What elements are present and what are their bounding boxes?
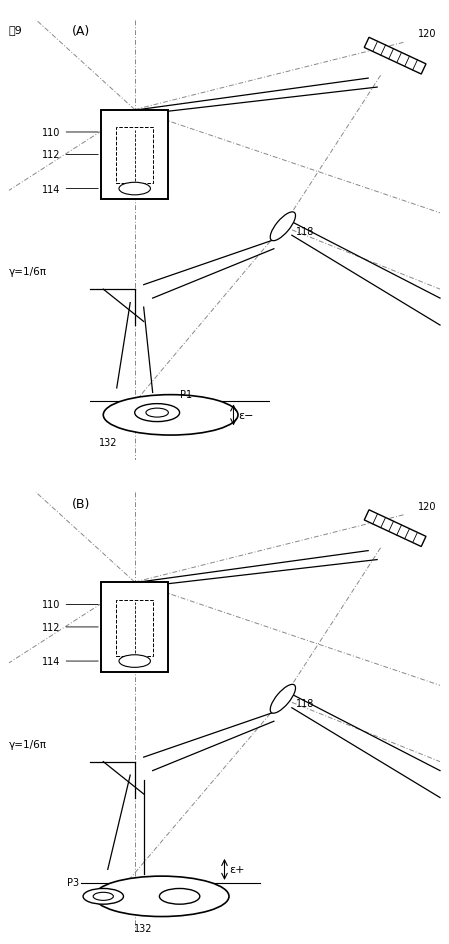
Text: (A): (A) — [72, 25, 90, 38]
Text: P3: P3 — [67, 877, 79, 887]
Text: ε−: ε− — [238, 411, 254, 420]
Text: 112: 112 — [42, 150, 98, 160]
Ellipse shape — [159, 888, 200, 904]
Text: γ=1/6π: γ=1/6π — [9, 267, 47, 277]
Text: γ=1/6π: γ=1/6π — [9, 739, 47, 749]
Ellipse shape — [94, 876, 229, 917]
Ellipse shape — [83, 888, 123, 904]
Ellipse shape — [119, 183, 150, 195]
Bar — [116, 600, 153, 656]
Text: 114: 114 — [42, 184, 98, 194]
Bar — [101, 110, 168, 200]
Polygon shape — [364, 39, 426, 75]
Text: 110: 110 — [42, 127, 98, 138]
Text: (B): (B) — [72, 497, 90, 510]
Text: ε+: ε+ — [229, 865, 245, 874]
Text: 図9: 図9 — [9, 25, 23, 35]
Bar — [116, 128, 153, 184]
Text: 120: 120 — [418, 29, 436, 39]
Text: 132: 132 — [134, 923, 153, 934]
Ellipse shape — [135, 404, 180, 422]
Text: P1: P1 — [180, 390, 192, 399]
Ellipse shape — [103, 396, 238, 435]
Ellipse shape — [146, 409, 168, 417]
Text: 114: 114 — [42, 656, 98, 666]
Ellipse shape — [270, 212, 295, 242]
Polygon shape — [364, 511, 426, 547]
Text: 118: 118 — [296, 227, 315, 237]
Bar — [101, 582, 168, 672]
Ellipse shape — [93, 892, 113, 901]
Ellipse shape — [270, 684, 295, 714]
Text: 110: 110 — [42, 599, 98, 610]
Ellipse shape — [119, 655, 150, 667]
Text: 112: 112 — [42, 622, 98, 632]
Text: 132: 132 — [99, 438, 117, 447]
Text: 118: 118 — [296, 699, 315, 709]
Text: 120: 120 — [418, 501, 436, 511]
